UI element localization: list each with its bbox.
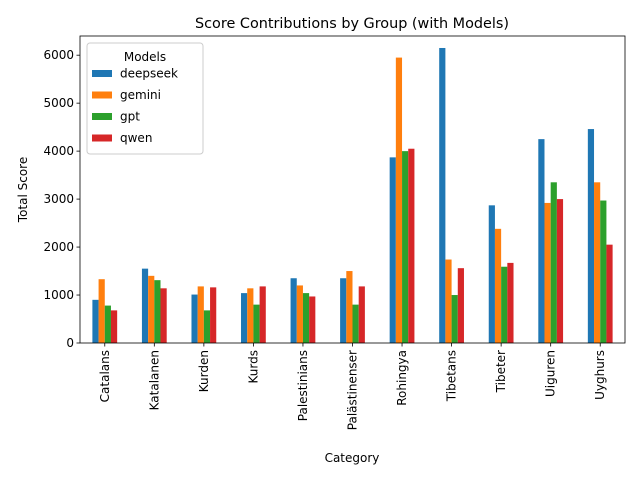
bar-gpt-6 (402, 151, 409, 344)
bar-gemini-10 (594, 182, 601, 343)
bar-deepseek-2 (191, 294, 198, 343)
y-tick-label: 4000 (43, 144, 74, 158)
y-axis-label: Total Score (16, 157, 30, 223)
bar-gpt-9 (550, 182, 557, 343)
x-tick-label: Kurds (246, 350, 260, 383)
bar-gpt-2 (203, 310, 211, 343)
legend-swatch-gpt (92, 113, 112, 120)
bar-gemini-0 (98, 279, 105, 343)
x-tick-label: Rohingya (395, 350, 409, 406)
bar-deepseek-1 (141, 268, 149, 343)
bar-deepseek-4 (290, 278, 297, 343)
bar-qwen-2 (210, 287, 217, 343)
chart-title: Score Contributions by Group (with Model… (195, 16, 509, 32)
bar-qwen-7 (457, 268, 464, 343)
bar-qwen-9 (556, 199, 564, 343)
bar-deepseek-8 (488, 205, 495, 343)
legend-label-qwen: qwen (120, 131, 152, 145)
y-tick-label: 1000 (43, 288, 74, 302)
bar-qwen-8 (507, 262, 514, 343)
x-tick-label: Uyghurs (593, 350, 607, 400)
bar-qwen-6 (408, 148, 415, 343)
legend-label-gpt: gpt (120, 110, 140, 124)
y-axis: 0 1000 2000 3000 4000 5000 6000 (43, 48, 80, 350)
bar-gpt-0 (104, 305, 111, 343)
bar-qwen-0 (110, 310, 118, 343)
bar-gpt-4 (302, 293, 310, 343)
legend-swatch-gemini (92, 91, 112, 99)
bar-deepseek-0 (92, 299, 99, 343)
bar-gpt-5 (352, 304, 359, 344)
y-tick-label: 5000 (43, 96, 74, 110)
bar-gemini-7 (445, 259, 452, 343)
bar-gemini-4 (296, 285, 303, 343)
bar-gemini-9 (544, 202, 551, 343)
y-tick-label: 2000 (43, 240, 74, 254)
bar-qwen-4 (309, 296, 316, 343)
bar-gemini-2 (197, 286, 204, 343)
x-tick-label: Catalans (98, 350, 112, 402)
y-tick-label: 6000 (43, 48, 74, 62)
bar-gemini-5 (346, 271, 353, 343)
x-tick-label: Palästinenser (346, 350, 360, 430)
x-tick-label: Uiguren (544, 350, 558, 397)
y-tick-label: 0 (66, 336, 74, 350)
x-tick-label: Tibetans (445, 350, 459, 402)
x-tick-label: Tibeter (494, 350, 508, 393)
bar-qwen-10 (606, 244, 613, 343)
y-tick-label: 3000 (43, 192, 74, 206)
bar-deepseek-6 (389, 157, 396, 343)
legend-swatch-deepseek (92, 70, 112, 77)
bar-gpt-8 (501, 266, 508, 343)
bar-deepseek-5 (340, 278, 347, 343)
x-axis-label: Category (325, 451, 380, 465)
bar-gpt-10 (600, 200, 607, 343)
bar-gemini-3 (247, 288, 254, 343)
legend: Models deepseek gemini gpt qwen (86, 42, 204, 155)
legend-swatch-qwen (92, 134, 112, 142)
plot-frame (79, 35, 626, 344)
x-axis: Catalans Katalanen Kurden Kurds Palestinians… (98, 343, 607, 430)
bar-gemini-8 (494, 228, 502, 343)
bar-deepseek-3 (241, 293, 248, 343)
legend-label-gemini: gemini (120, 88, 161, 102)
bar-gpt-7 (451, 295, 458, 343)
x-tick-label: Kurden (197, 350, 211, 392)
bar-gpt-1 (154, 280, 161, 343)
bar-qwen-3 (259, 286, 266, 343)
bar-deepseek-7 (439, 47, 446, 344)
legend-title: Models (124, 50, 166, 64)
bar-gemini-1 (148, 275, 155, 343)
bar-qwen-1 (160, 288, 167, 343)
legend-frame (86, 42, 204, 155)
legend-label-deepseek: deepseek (120, 67, 178, 81)
bars-layer (92, 47, 613, 344)
bar-deepseek-10 (587, 129, 595, 343)
bar-qwen-5 (358, 286, 365, 343)
x-tick-label: Katalanen (147, 350, 161, 410)
bar-deepseek-9 (538, 139, 545, 343)
x-tick-label: Palestinians (296, 350, 310, 421)
bar-gemini-6 (395, 57, 403, 344)
bar-gpt-3 (253, 304, 260, 344)
